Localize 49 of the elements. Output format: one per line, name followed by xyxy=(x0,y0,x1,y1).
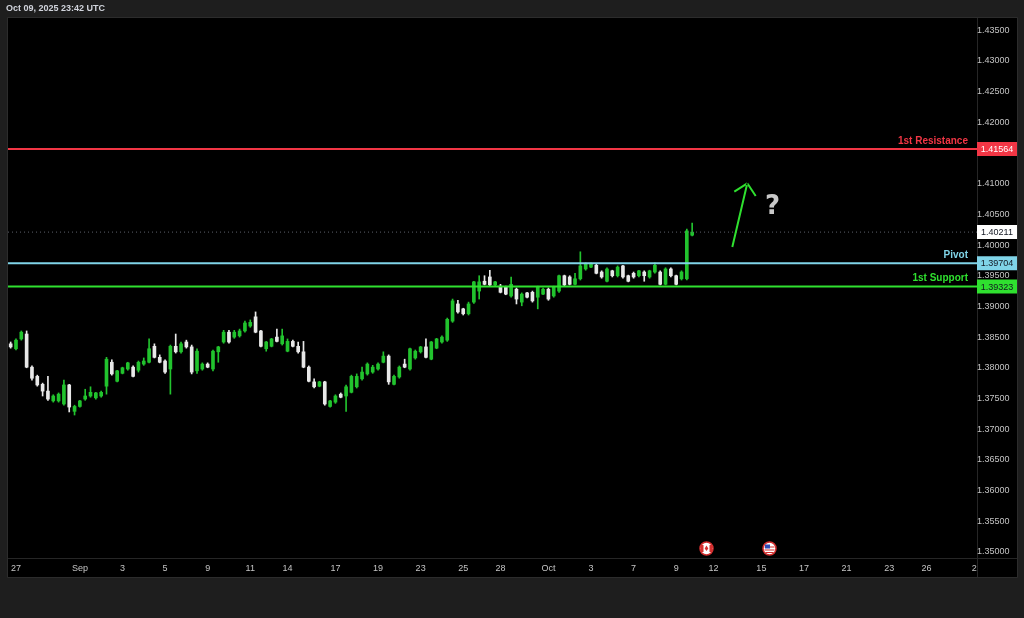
y-tick-label: 1.36000 xyxy=(976,484,1010,495)
x-tick-label: 9 xyxy=(673,562,679,573)
x-tick-label: 15 xyxy=(756,562,767,573)
x-tick-label: 23 xyxy=(884,562,895,573)
x-tick-label: Sep xyxy=(71,562,88,573)
y-tick-label: 1.36500 xyxy=(976,454,1010,465)
x-tick-label: 14 xyxy=(282,562,293,573)
y-tick-label: 1.42500 xyxy=(976,86,1010,97)
y-tick-label: 1.40000 xyxy=(976,239,1010,250)
y-tick-label: 1.39500 xyxy=(976,270,1010,281)
annotation: 1.39704 xyxy=(980,258,1014,269)
x-tick-label: 21 xyxy=(841,562,852,573)
ref-line-label: Pivot xyxy=(943,248,969,260)
x-tick-label: 27 xyxy=(10,562,21,573)
y-tick-label: 1.39000 xyxy=(976,300,1010,311)
x-tick-label: 17 xyxy=(330,562,341,573)
x-tick-label: 19 xyxy=(373,562,384,573)
y-tick-label: 1.38000 xyxy=(976,362,1010,373)
x-tick-label: 12 xyxy=(708,562,719,573)
x-tick-label: Oct xyxy=(541,562,556,573)
annotation: 1.39323 xyxy=(980,281,1014,292)
ref-line-label: 1st Support xyxy=(912,272,969,284)
y-tick-label: 1.40500 xyxy=(976,208,1010,219)
x-tick-label: 2 xyxy=(971,562,977,573)
y-tick-label: 1.43000 xyxy=(976,55,1010,66)
y-tick-label: 1.35000 xyxy=(976,546,1010,557)
y-tick-label: 1.41000 xyxy=(976,178,1010,189)
x-tick-label: 11 xyxy=(245,562,255,573)
x-tick-label: 23 xyxy=(415,562,426,573)
x-tick-label: 28 xyxy=(495,562,506,573)
x-tick-label: 25 xyxy=(458,562,469,573)
y-tick-label: 1.37500 xyxy=(976,392,1010,403)
annotation: 1.40211 xyxy=(981,227,1013,238)
ref-line-label: 1st Resistance xyxy=(897,134,969,146)
x-tick-label: 7 xyxy=(631,562,637,573)
x-tick-label: 3 xyxy=(119,562,125,573)
x-tick-label: 5 xyxy=(162,562,168,573)
x-tick-label: 17 xyxy=(798,562,809,573)
chart-title: Oct 09, 2025 23:42 UTC xyxy=(6,3,106,14)
y-tick-label: 1.42000 xyxy=(976,116,1010,127)
annotation: ? xyxy=(765,190,781,220)
x-tick-label: 3 xyxy=(588,562,594,573)
x-tick-label: 26 xyxy=(921,562,932,573)
x-tick-label: 9 xyxy=(205,562,211,573)
y-tick-label: 1.43500 xyxy=(976,24,1010,35)
y-tick-label: 1.35500 xyxy=(976,515,1010,526)
y-tick-label: 1.37000 xyxy=(976,423,1010,434)
y-tick-label: 1.38500 xyxy=(976,331,1010,342)
annotation: 1.41564 xyxy=(980,144,1014,155)
